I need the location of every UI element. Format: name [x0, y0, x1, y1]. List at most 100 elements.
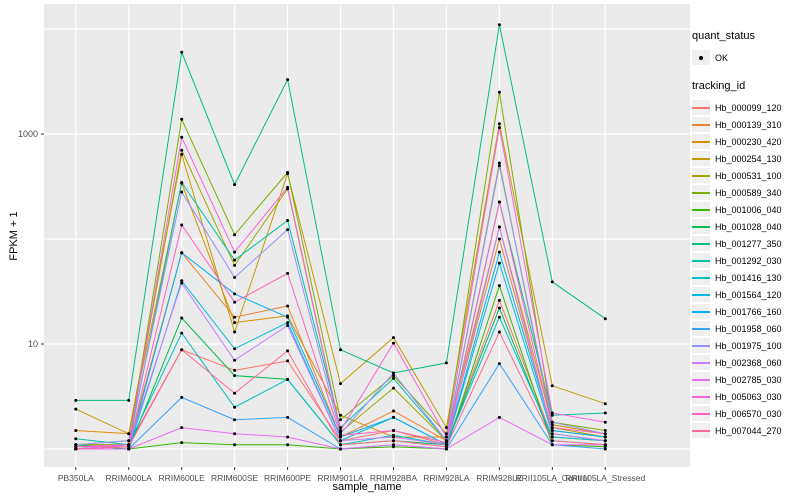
legend-label: Hb_001958_060 [715, 323, 782, 334]
data-point [127, 432, 131, 436]
legend-key-box [692, 219, 710, 234]
data-point [180, 223, 184, 227]
series-color-line-icon [692, 191, 710, 194]
legend-key-box [692, 50, 710, 65]
legend-item-Hb_000589_340: Hb_000589_340 [692, 184, 798, 201]
legend-label: Hb_000099_120 [715, 102, 782, 113]
data-point [233, 347, 237, 351]
data-point [392, 415, 395, 419]
data-point [180, 251, 184, 255]
data-point [339, 433, 342, 437]
series-color-line-icon [692, 310, 710, 313]
data-point [550, 439, 554, 443]
data-point [233, 263, 237, 267]
data-point [339, 413, 342, 417]
legend-item-Hb_002368_060: Hb_002368_060 [692, 354, 798, 371]
data-point [233, 391, 237, 395]
legend-key-box [692, 168, 710, 183]
legend-item-Hb_001416_130: Hb_001416_130 [692, 269, 798, 286]
x-tick-label: RRIM928LE [476, 473, 523, 483]
data-point [444, 443, 448, 447]
data-point [444, 435, 448, 439]
legend-item-Hb_000099_120: Hb_000099_120 [692, 99, 798, 116]
data-point [392, 336, 395, 340]
black-point-icon [699, 55, 703, 60]
legend-key-box [692, 355, 710, 370]
x-tick-label: RRIM600LA [106, 473, 153, 483]
data-point [286, 185, 290, 189]
legend-label: Hb_001028_040 [715, 221, 782, 232]
legend-item-Hb_001028_040: Hb_001028_040 [692, 218, 798, 235]
data-point [233, 233, 237, 237]
series-color-line-icon [692, 293, 710, 296]
legend-item-Hb_001958_060: Hb_001958_060 [692, 320, 798, 337]
series-color-line-icon [692, 361, 710, 364]
data-point [497, 315, 501, 319]
legend-item-Hb_002785_030: Hb_002785_030 [692, 371, 798, 388]
series-color-line-icon [692, 412, 710, 415]
series-color-line-icon [692, 157, 710, 160]
data-point [392, 371, 395, 375]
legend-quant-status-title: quant_status [692, 30, 755, 42]
legend-key-box [692, 236, 710, 251]
y-tick-label: 1000 [18, 129, 38, 139]
x-tick-label: RRII105LA_Stressed [565, 473, 645, 483]
data-point [444, 445, 448, 449]
legend-tracking-id: tracking_id Hb_000099_120 Hb_000139_310 Hb… [692, 80, 798, 439]
legend-key-box [692, 304, 710, 319]
legend-tracking-id-title: tracking_id [692, 80, 746, 92]
data-point [550, 423, 554, 427]
series-color-line-icon [692, 429, 710, 432]
data-point [233, 258, 237, 262]
data-point [180, 117, 184, 121]
legend-item-Hb_001975_100: Hb_001975_100 [692, 337, 798, 354]
data-point [233, 405, 237, 409]
data-point [180, 181, 184, 184]
legend-label: Hb_006570_030 [715, 408, 782, 419]
data-point [497, 306, 501, 310]
data-point [392, 435, 395, 439]
data-point [180, 426, 184, 430]
gridlines [44, 4, 690, 467]
x-tick-label: RRIM901LA [317, 473, 364, 483]
data-point [233, 432, 237, 436]
data-point [392, 443, 395, 447]
data-point [444, 441, 448, 445]
data-point [233, 374, 237, 378]
data-point [497, 237, 501, 241]
data-point [74, 445, 78, 449]
data-point [603, 443, 607, 447]
data-point [233, 183, 237, 187]
legend-key-box [692, 270, 710, 285]
legend-item-Hb_007044_270: Hb_007044_270 [692, 422, 798, 439]
data-point [497, 161, 501, 165]
x-tick-label: PB350LA [58, 473, 94, 483]
data-point [233, 358, 237, 362]
data-point [603, 402, 607, 406]
x-tick-label: RRIM928BA [370, 473, 418, 483]
series-color-line-icon [692, 259, 710, 262]
data-point [550, 426, 554, 430]
data-point [392, 341, 395, 345]
data-point [180, 190, 184, 194]
data-point [180, 395, 184, 399]
data-point [497, 23, 501, 27]
tick-labels: PB350LA RRIM600LA RRIM600LE RRIM600SE RRIM60… [18, 129, 646, 483]
series-color-line-icon [692, 123, 710, 126]
data-point [444, 432, 448, 436]
legend-key-box [692, 321, 710, 336]
data-point [550, 432, 554, 436]
data-point [550, 411, 554, 415]
data-point [497, 200, 501, 204]
data-point [444, 426, 448, 430]
data-point [339, 348, 342, 352]
legend-label: Hb_001766_160 [715, 306, 782, 317]
data-point [550, 384, 554, 388]
legend-item-Hb_001277_350: Hb_001277_350 [692, 235, 798, 252]
data-point [180, 441, 184, 445]
legend-label: Hb_000589_340 [715, 187, 782, 198]
data-point [233, 368, 237, 372]
data-point [497, 122, 501, 126]
data-point [286, 377, 290, 381]
